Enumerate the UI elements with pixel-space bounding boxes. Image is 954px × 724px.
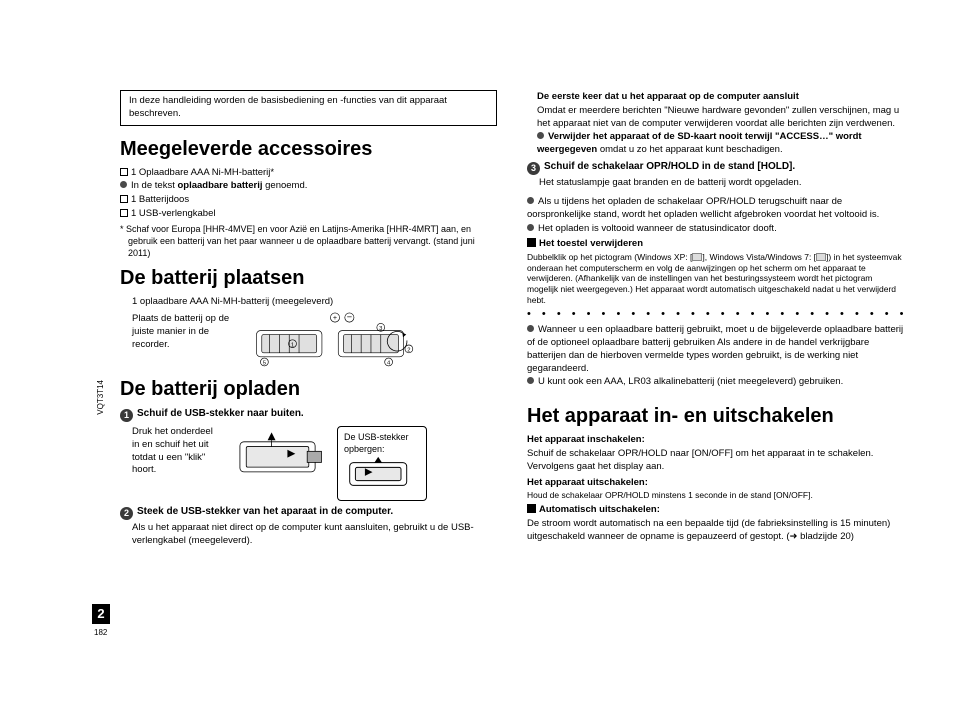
svg-text:1: 1 [291,342,294,348]
svg-text:+: + [333,313,337,322]
right-column: De eerste keer dat u het apparaat op de … [527,90,904,550]
bullet-1: Als u tijdens het opladen de schakelaar … [527,196,904,222]
svg-text:−: − [347,312,352,322]
page-number: 2 [92,604,110,624]
access-warning: Verwijder het apparaat of de SD-kaart no… [527,131,904,157]
acc-item-3: 1 USB-verlengkabel [120,208,497,221]
step-2: 2Steek de USB-stekker van het aparaat in… [120,505,497,520]
xp-tray-icon [692,253,702,261]
battery-diagram: 5 1 3 2 4 + − [250,311,420,370]
step-3: 3Schuif de schakelaar OPR/HOLD in de sta… [527,160,904,175]
heading-insert-battery: De batterij plaatsen [120,265,497,292]
separator-dots: • • • • • • • • • • • • • • • • • • • • … [527,307,904,322]
heading-power: Het apparaat in- en uitschakelen [527,403,904,430]
power-off-heading: Het apparaat uitschakelen: [527,477,904,490]
auto-off-heading: Automatisch uitschakelen: [527,504,904,517]
acc-item-1b: In de tekst oplaadbare batterij genoemd. [120,180,497,193]
step-3-sub: Het statuslampje gaat branden en de batt… [539,177,904,190]
remove-heading: Het toestel verwijderen [527,238,904,251]
remove-body: Dubbelklik op het pictogram (Windows XP:… [527,252,904,305]
insert-caption-2: Plaats de batterij op de juiste manier i… [132,313,242,351]
first-connect-body: Omdat er meerdere berichten "Nieuwe hard… [527,105,904,131]
usb-store-box: De USB-stekker opbergen: [337,426,427,501]
page-number-small: 182 [94,628,107,637]
acc-footnote: * Schaf voor Europa [HHR-4MVE] en voor A… [120,223,497,259]
bullet-4: U kunt ook een AAA, LR03 alkalinebatteri… [527,376,904,389]
step-1-sub: Druk het onderdeel in en schuif het uit … [132,426,222,477]
intro-box: In deze handleiding worden de basisbedie… [120,90,497,126]
left-column: In deze handleiding worden de basisbedie… [120,90,497,550]
auto-off-body: De stroom wordt automatisch na een bepaa… [527,518,904,544]
bullet-3: Wanneer u een oplaadbare batterij gebrui… [527,324,904,375]
bullet-2: Het opladen is voltooid wanneer de statu… [527,223,904,236]
doc-code: VQT3T14 [96,380,105,415]
acc-item-1: 1 Oplaadbare AAA Ni-MH-batterij* [120,167,497,180]
usb-out-diagram [232,426,327,481]
power-on-body: Schuif de schakelaar OPR/HOLD naar [ON/O… [527,448,904,474]
heading-charge-battery: De batterij opladen [120,376,497,403]
page-content: In deze handleiding worden de basisbedie… [0,0,954,590]
win7-tray-icon [816,253,826,261]
heading-accessories: Meegeleverde accessoires [120,136,497,163]
step-2-sub: Als u het apparaat niet direct op de com… [132,522,497,548]
insert-caption-1: 1 oplaadbare AAA Ni-MH-batterij (meegele… [132,296,497,309]
acc-item-2: 1 Batterijdoos [120,194,497,207]
svg-text:2: 2 [407,348,410,354]
first-connect-title: De eerste keer dat u het apparaat op de … [527,91,904,104]
step-1: 1Schuif de USB-stekker naar buiten. [120,407,497,422]
power-on-heading: Het apparaat inschakelen: [527,434,904,447]
power-off-body: Houd de schakelaar OPR/HOLD minstens 1 s… [527,490,904,501]
